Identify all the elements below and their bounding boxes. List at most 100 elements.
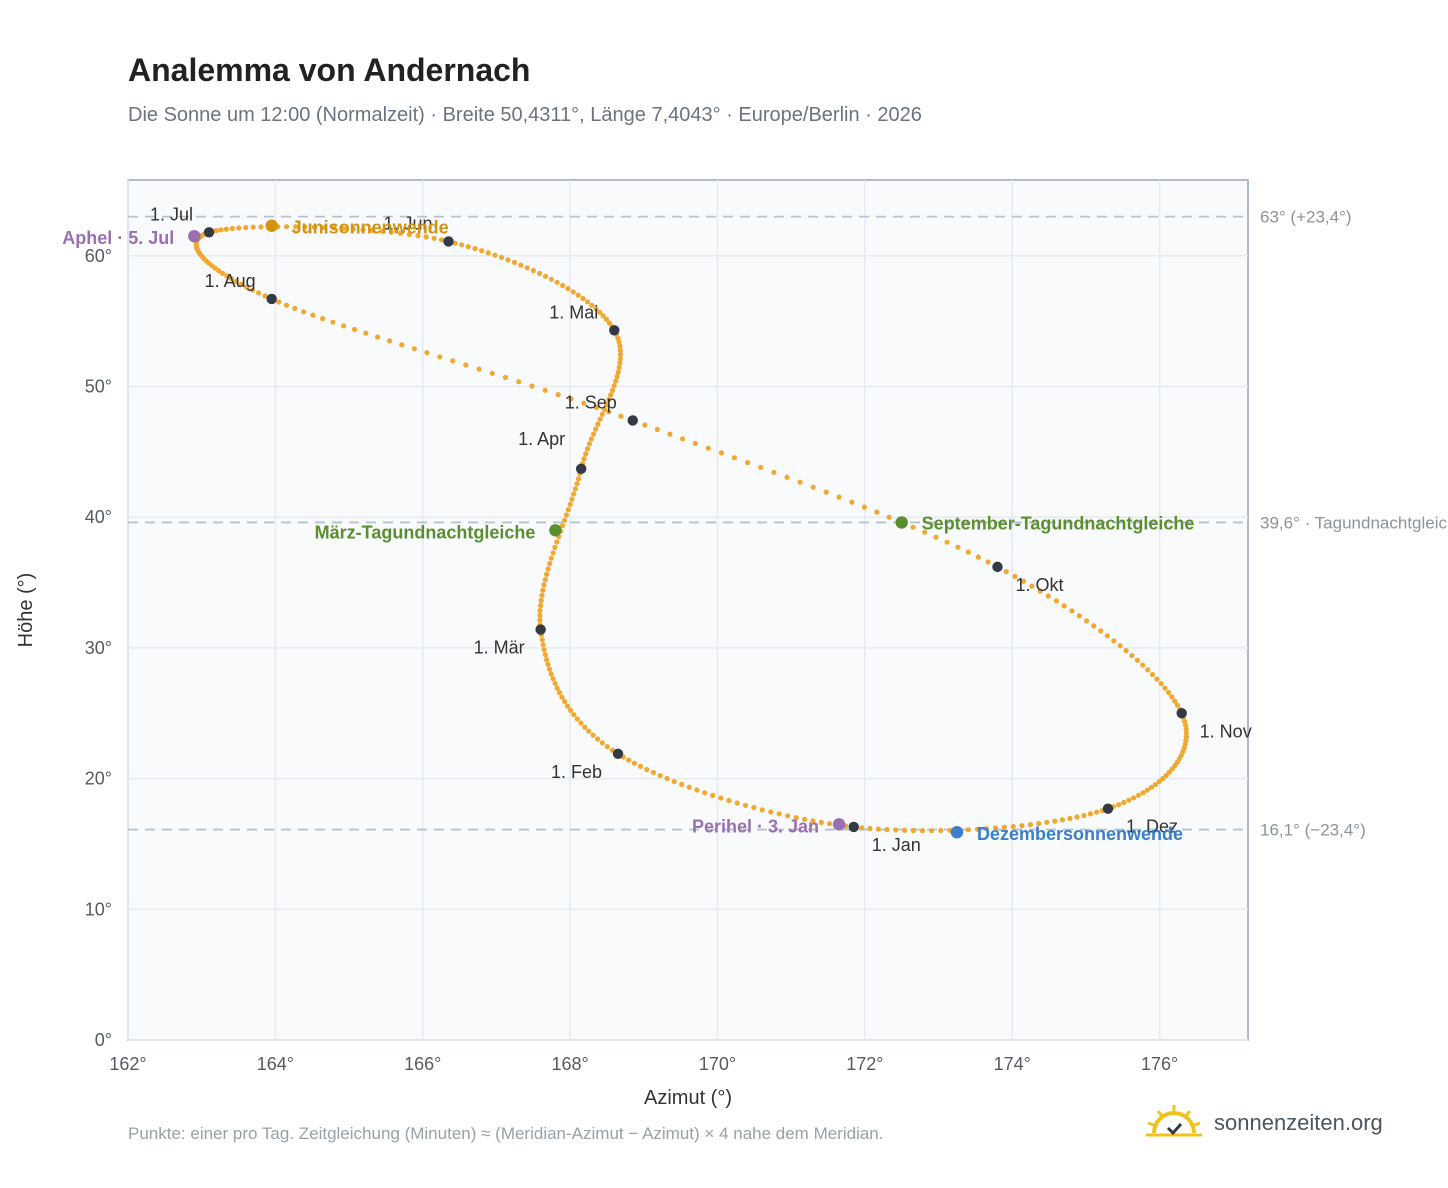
day-point — [572, 486, 579, 492]
day-point — [600, 313, 606, 319]
day-point — [992, 825, 999, 831]
day-point — [547, 561, 553, 567]
day-point — [1003, 569, 1009, 575]
day-point — [452, 240, 458, 246]
x-tick-label: 172° — [846, 1054, 883, 1074]
day-point — [330, 319, 336, 325]
day-point — [580, 295, 586, 302]
day-point — [258, 224, 264, 230]
day-point — [411, 346, 417, 352]
event-marker — [895, 516, 908, 529]
day-point — [1160, 775, 1166, 782]
day-point — [893, 827, 899, 833]
brand-logo[interactable]: sonnenzeiten.org — [1146, 1100, 1383, 1146]
day-point — [734, 800, 740, 806]
day-point — [1091, 623, 1097, 629]
day-point — [874, 509, 880, 515]
day-point — [965, 827, 971, 833]
day-point — [584, 299, 591, 305]
day-point — [375, 334, 381, 340]
day-point — [583, 451, 589, 457]
month-label: 1. Jan — [872, 835, 921, 855]
day-point — [542, 387, 548, 393]
day-point — [1152, 781, 1159, 788]
day-point — [505, 257, 511, 263]
day-point — [650, 769, 657, 776]
day-point — [1074, 814, 1080, 820]
day-point — [784, 474, 790, 480]
event-markers: Junisonnenwende März-Tagundnachtgleiche Se… — [62, 218, 1194, 844]
day-point — [626, 757, 632, 763]
y-tick-label: 10° — [85, 899, 112, 919]
day-point — [944, 539, 950, 545]
day-point — [983, 826, 990, 832]
month-label: 1. Apr — [518, 429, 565, 449]
event-label: Junisonnenwende — [292, 218, 449, 238]
day-point — [671, 778, 677, 785]
day-point — [1053, 598, 1059, 604]
day-point — [827, 821, 833, 827]
day-point — [955, 544, 961, 550]
month-label: 1. Sep — [565, 392, 617, 412]
day-point — [1067, 815, 1073, 822]
day-point — [1140, 790, 1146, 796]
day-point — [555, 392, 561, 398]
day-point — [884, 827, 890, 833]
day-point — [586, 441, 593, 447]
day-point — [1029, 583, 1035, 589]
day-point — [692, 440, 699, 446]
day-point — [644, 766, 650, 773]
day-point — [616, 339, 622, 345]
day-point — [597, 416, 603, 422]
day-point — [586, 728, 592, 734]
day-point — [886, 514, 892, 520]
day-point — [489, 370, 495, 376]
y-tick-label: 60° — [85, 246, 112, 266]
month-marker — [1176, 708, 1187, 719]
x-tick-label: 164° — [257, 1054, 294, 1074]
day-point — [492, 252, 498, 258]
brand-text: sonnenzeiten.org — [1214, 1110, 1383, 1135]
day-point — [1156, 778, 1162, 785]
day-point — [550, 676, 556, 682]
day-point — [601, 406, 608, 412]
day-point — [637, 763, 644, 770]
day-point — [742, 802, 749, 808]
x-tick-label: 162° — [109, 1054, 146, 1074]
day-point — [771, 469, 777, 475]
month-label: 1. Feb — [551, 762, 602, 782]
day-point — [370, 227, 376, 233]
day-point — [243, 225, 249, 231]
day-point — [1162, 685, 1168, 691]
day-point — [341, 323, 347, 329]
day-point — [438, 237, 445, 243]
day-point — [424, 350, 430, 356]
day-point — [563, 512, 570, 518]
day-point — [565, 703, 571, 709]
day-point — [797, 479, 803, 485]
day-point — [1163, 772, 1169, 779]
day-point — [568, 396, 574, 402]
y-tick-label: 40° — [85, 507, 112, 527]
day-point — [582, 724, 588, 730]
day-point — [554, 279, 560, 285]
day-point — [1052, 818, 1058, 824]
day-point — [276, 299, 282, 305]
day-point — [537, 617, 543, 623]
day-point — [938, 827, 944, 834]
day-point — [575, 476, 582, 482]
x-axis-ticks: 162° 164° 166° 168° 170° 172° 174° 176° — [109, 1054, 1178, 1074]
chart-title: Analemma von Andernach — [128, 52, 531, 88]
day-point — [565, 286, 571, 292]
day-point — [581, 400, 587, 406]
day-point — [479, 248, 485, 254]
day-point — [1172, 698, 1178, 704]
y-tick-label: 50° — [85, 377, 112, 397]
day-point — [539, 592, 545, 598]
day-point — [731, 455, 738, 461]
day-point — [1123, 648, 1129, 654]
day-point — [250, 287, 256, 293]
day-point — [593, 426, 599, 432]
day-point — [548, 671, 554, 677]
day-point — [823, 489, 829, 495]
